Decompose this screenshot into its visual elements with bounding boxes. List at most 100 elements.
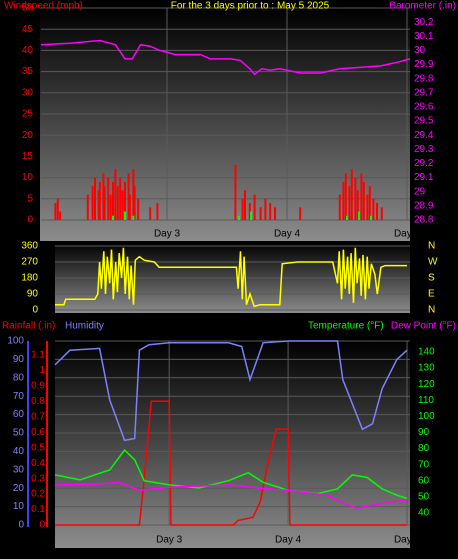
panel-background bbox=[40, 8, 410, 241]
x-tick-label: Day 3 bbox=[154, 229, 181, 240]
wind-bar bbox=[98, 181, 101, 220]
wind-bar bbox=[97, 190, 100, 220]
y-tick-label: 360 bbox=[21, 241, 38, 252]
series-line bbox=[54, 448, 408, 500]
wind-bar bbox=[370, 215, 372, 220]
y-tick-label: 0.7 bbox=[31, 411, 45, 422]
series-line bbox=[54, 340, 408, 442]
y-tick-label: 45 bbox=[22, 24, 34, 35]
wind-bar bbox=[274, 207, 276, 220]
wind-bar bbox=[380, 207, 383, 220]
y3-tick-label: 100 bbox=[7, 336, 24, 347]
y-tick-label: 0 bbox=[27, 215, 33, 226]
wind-bar bbox=[250, 211, 252, 220]
y-tick-label: 10 bbox=[22, 172, 34, 183]
y-tick-label: 1 bbox=[39, 365, 45, 376]
y-tick-label: 15 bbox=[22, 151, 34, 162]
wind-bar bbox=[121, 190, 124, 220]
y-tick-label: 180 bbox=[21, 273, 38, 284]
series-line bbox=[55, 247, 407, 308]
y2-tick-label: N bbox=[428, 305, 435, 316]
y3-tick-label: 60 bbox=[13, 409, 25, 420]
y-tick-label: 25 bbox=[22, 109, 34, 120]
y-tick-label: 5 bbox=[27, 193, 33, 204]
wind-bar bbox=[116, 186, 119, 220]
wind-bar bbox=[109, 194, 112, 220]
series-line bbox=[40, 39, 411, 76]
wind-bar bbox=[91, 186, 94, 220]
wind-bar bbox=[259, 207, 262, 220]
y2-tick-label: 120 bbox=[418, 379, 435, 390]
series-label: Humidity bbox=[65, 321, 104, 332]
y2-tick-label: 30.2 bbox=[414, 17, 434, 28]
y2-tick-label: 100 bbox=[418, 411, 435, 422]
y2-tick-label: E bbox=[428, 289, 435, 300]
wind-bar bbox=[338, 194, 341, 220]
wind-bar bbox=[244, 190, 246, 220]
y2-tick-label: 30 bbox=[414, 45, 426, 56]
y-tick-label: 35 bbox=[22, 66, 34, 77]
wind-bar bbox=[348, 186, 351, 220]
y-tick-label: 0.5 bbox=[31, 442, 45, 453]
y-tick-label: 0.4 bbox=[31, 458, 45, 469]
y2-tick-label: 140 bbox=[418, 347, 435, 358]
y2-tick-label: 28.8 bbox=[414, 215, 434, 226]
y-tick-label: 0.1 bbox=[31, 504, 45, 515]
wind-bar bbox=[366, 194, 369, 220]
y2-tick-label: 70 bbox=[418, 459, 430, 470]
wind-bar bbox=[103, 186, 106, 220]
y2-tick-label: 29.5 bbox=[414, 116, 434, 127]
wind-bar bbox=[248, 203, 251, 220]
y2-tick-label: 130 bbox=[418, 363, 435, 374]
y2-tick-label: S bbox=[428, 273, 435, 284]
y2-tick-label: N bbox=[428, 241, 435, 252]
y-tick-label: 50 bbox=[22, 3, 34, 14]
header-label: For the 3 days prior to : May 5 2025 bbox=[171, 1, 330, 12]
series-label: Temperature (°F) bbox=[308, 321, 384, 332]
y3-tick-label: 70 bbox=[13, 391, 25, 402]
wind-bar bbox=[358, 211, 360, 220]
wind-bar bbox=[107, 177, 110, 220]
wind-bar bbox=[149, 207, 152, 220]
y2-tick-label: 40 bbox=[418, 508, 430, 519]
wind-bar bbox=[269, 203, 272, 220]
y-tick-label: 40 bbox=[22, 45, 34, 56]
y-tick-label: 90 bbox=[27, 289, 39, 300]
wind-bar bbox=[346, 215, 348, 220]
wind-bar bbox=[59, 211, 62, 220]
y-tick-label: 0 bbox=[39, 520, 45, 531]
y3-tick-label: 20 bbox=[13, 483, 25, 494]
wind-bar bbox=[86, 194, 89, 220]
y3-tick-label: 40 bbox=[13, 446, 25, 457]
wind-bar bbox=[56, 198, 59, 220]
y2-tick-label: 110 bbox=[418, 395, 434, 406]
y3-tick-label: 30 bbox=[13, 464, 25, 475]
y2-tick-label: 29 bbox=[414, 186, 426, 197]
wind-bar bbox=[112, 215, 114, 220]
y2-tick-label: 90 bbox=[418, 427, 430, 438]
y-tick-label: 20 bbox=[22, 130, 34, 141]
y2-tick-label: 30.1 bbox=[414, 31, 434, 42]
wind-bar bbox=[376, 203, 378, 220]
wind-bar bbox=[94, 177, 96, 220]
wind-bar bbox=[372, 198, 375, 220]
y3-tick-label: 50 bbox=[13, 428, 25, 439]
wind-bar bbox=[127, 173, 130, 220]
wind-bar bbox=[264, 198, 267, 220]
header-label: Windspeed (mph) bbox=[4, 1, 83, 12]
y-tick-label: 0.9 bbox=[31, 380, 45, 391]
y-tick-label: 0.3 bbox=[31, 473, 45, 484]
x-tick-label: Day 5 bbox=[394, 535, 421, 546]
wind-bar bbox=[234, 164, 237, 220]
wind-bar bbox=[354, 177, 357, 220]
wind-bar bbox=[124, 211, 126, 220]
y2-tick-label: 28.9 bbox=[414, 201, 434, 212]
series-label: Rainfall (.in) bbox=[2, 321, 55, 332]
panel-background bbox=[55, 340, 410, 548]
wind-bar bbox=[241, 198, 244, 220]
y-tick-label: 270 bbox=[21, 257, 38, 268]
series-label: Dew Point (°F) bbox=[391, 321, 456, 332]
wind-bar bbox=[368, 186, 371, 220]
